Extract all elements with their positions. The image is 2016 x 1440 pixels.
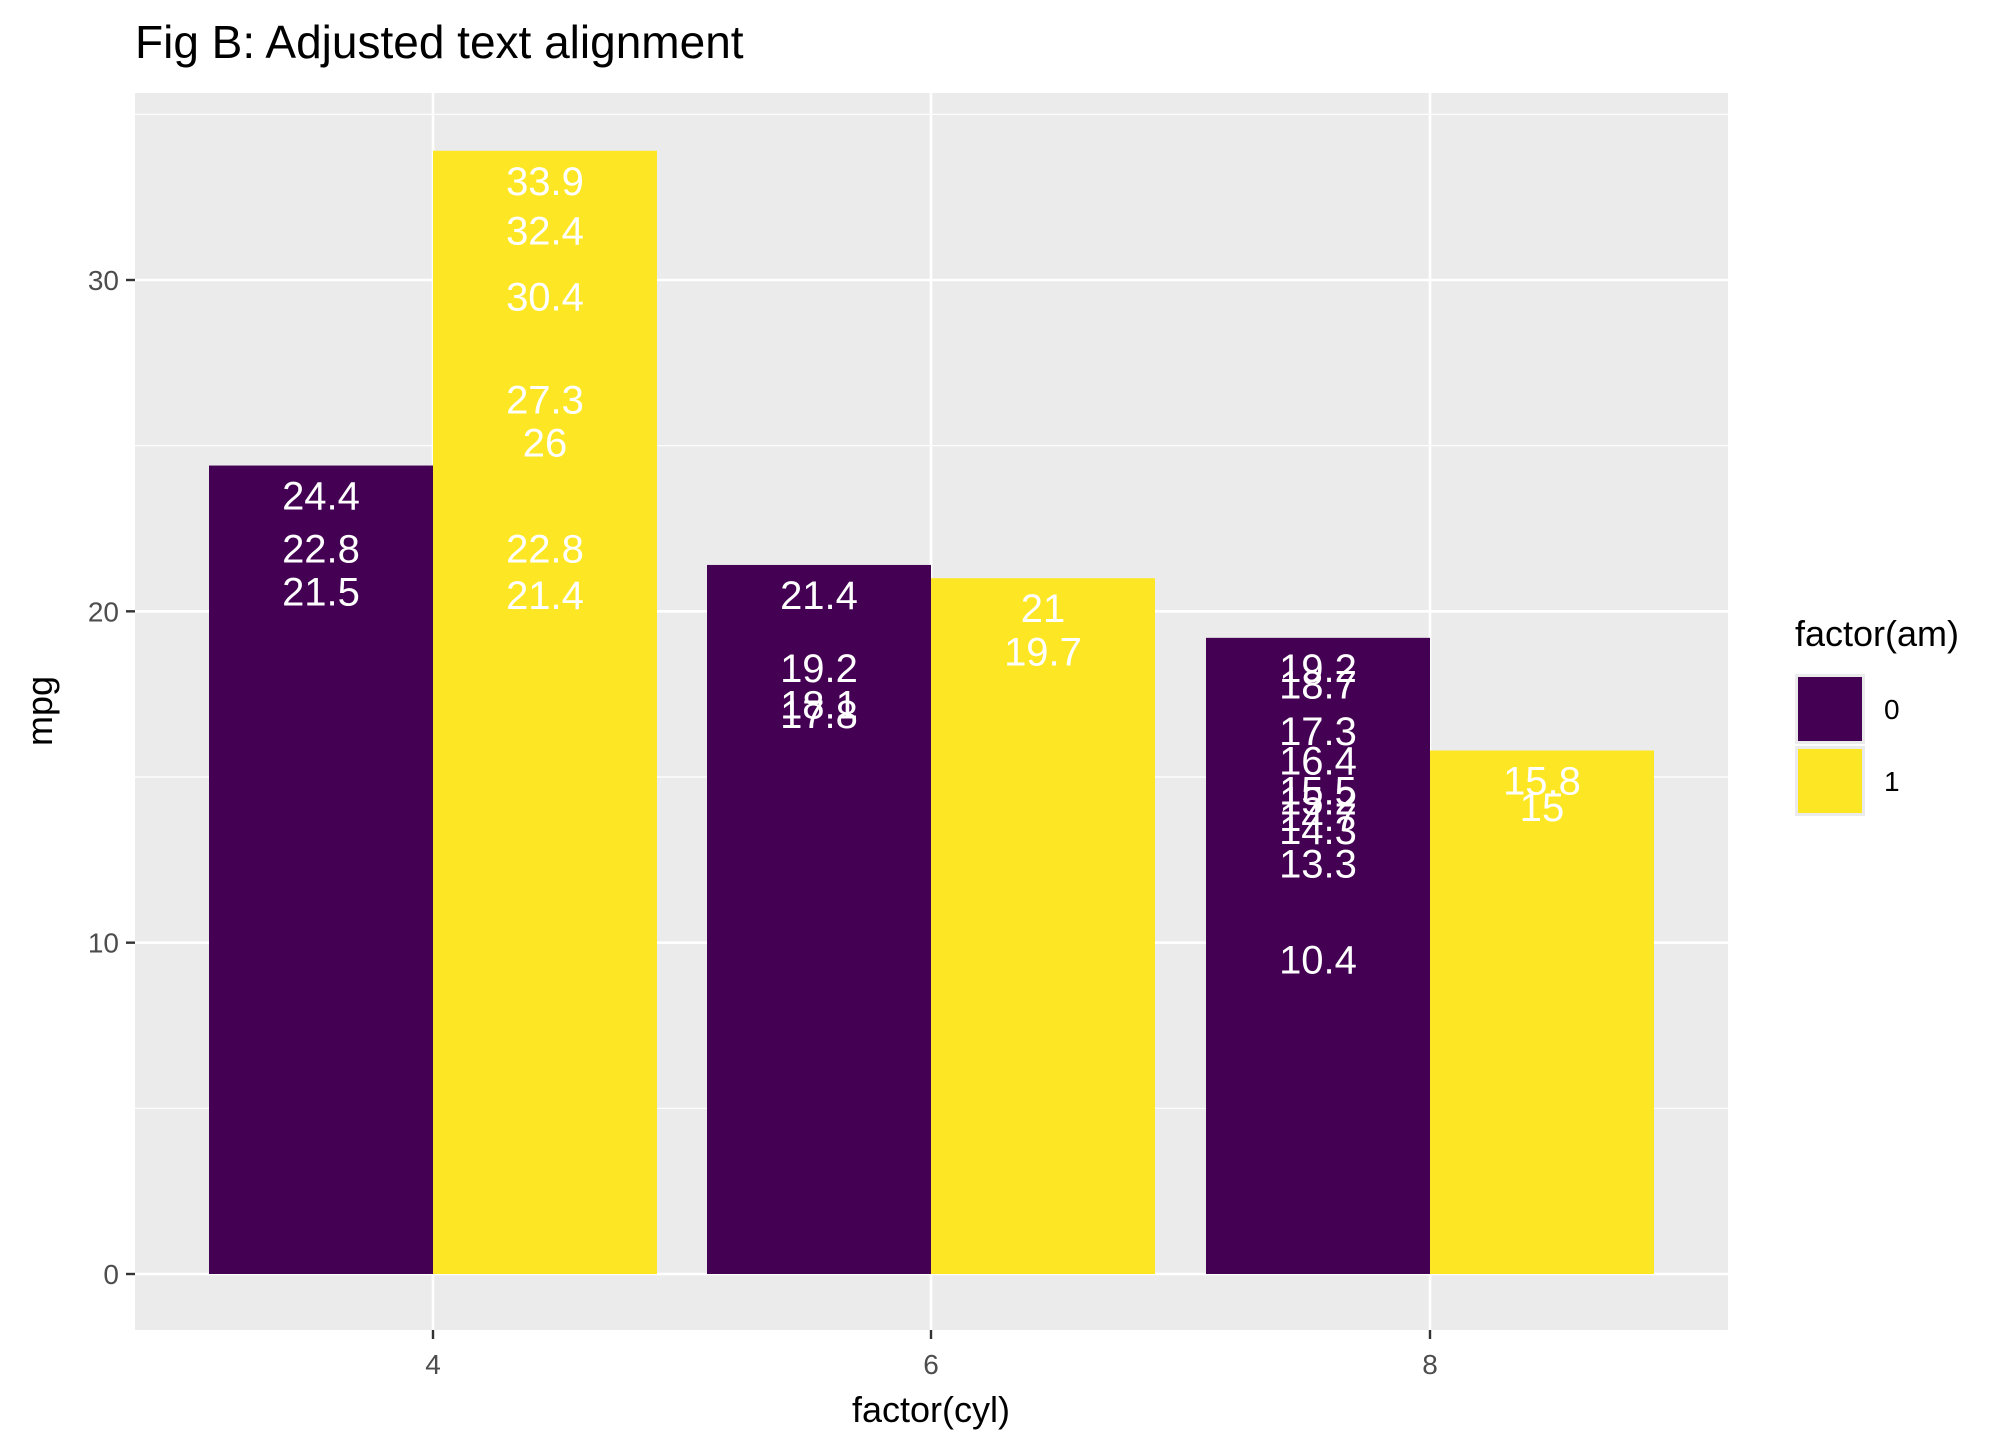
data-label: 30.4 (506, 276, 584, 320)
legend-swatch-1 (1798, 749, 1862, 813)
data-label: 27.3 (506, 378, 584, 422)
data-labels: 24.422.821.5 21.419.218.117.819.218.717.3… (282, 160, 1581, 983)
data-label: 15 (1520, 786, 1565, 830)
data-label: 19.2 (780, 647, 858, 691)
data-label: 32.4 (506, 209, 584, 253)
bar-am0-cyl6 (707, 564, 931, 1274)
data-label: 22.8 (282, 528, 360, 572)
y-tick-label: 30 (88, 265, 119, 296)
bar-am0-cyl4 (209, 465, 433, 1275)
data-label: 21 (1021, 587, 1066, 631)
legend-label-0: 0 (1884, 694, 1900, 725)
legend: factor(am) 0 1 (1795, 613, 1959, 816)
data-label: 26 (523, 422, 568, 466)
bar-am1-cyl4 (433, 150, 657, 1274)
data-label: 18.7 (1279, 663, 1357, 707)
chart-title: Fig B: Adjusted text alignment (135, 16, 744, 68)
data-label: 18.1 (780, 683, 858, 727)
data-label: 19.2 (1279, 647, 1357, 691)
data-label: 21.5 (282, 571, 360, 615)
data-label: 17.8 (780, 693, 858, 737)
x-axis: 4 6 8 (425, 1330, 1438, 1380)
bar-am1-cyl8 (1430, 750, 1654, 1274)
data-label: 10.4 (1279, 938, 1357, 982)
bars (209, 150, 1654, 1275)
y-axis-title: mpg (19, 676, 60, 746)
x-tick-label: 6 (923, 1349, 939, 1380)
y-axis: 0 10 20 30 (88, 265, 135, 1290)
data-label: 19.7 (1004, 630, 1082, 674)
data-label: 15.5 (1279, 769, 1357, 813)
data-label: 22.8 (506, 528, 584, 572)
data-label: 14.3 (1279, 809, 1357, 853)
legend-swatch-0 (1798, 677, 1862, 741)
data-label: 21.4 (506, 574, 584, 618)
data-label: 14.7 (1279, 796, 1357, 840)
data-label: 13.3 (1279, 842, 1357, 886)
data-label: 15.2 (1279, 779, 1357, 823)
x-tick-label: 4 (425, 1349, 441, 1380)
data-label: 17.3 (1279, 710, 1357, 754)
data-label: 21.4 (780, 574, 858, 618)
y-tick-label: 20 (88, 596, 119, 627)
legend-title: factor(am) (1795, 613, 1959, 654)
data-label: 24.4 (282, 475, 360, 519)
y-tick-label: 10 (88, 928, 119, 959)
bar-am1-cyl6 (931, 578, 1155, 1274)
legend-label-1: 1 (1884, 766, 1900, 797)
y-tick-label: 0 (103, 1259, 119, 1290)
x-tick-label: 8 (1422, 1349, 1438, 1380)
bar-am0-cyl8 (1206, 637, 1430, 1274)
data-label: 15.8 (1503, 759, 1581, 803)
data-label: 33.9 (506, 160, 584, 204)
x-axis-title: factor(cyl) (852, 1389, 1010, 1430)
data-label: 16.4 (1279, 740, 1357, 784)
